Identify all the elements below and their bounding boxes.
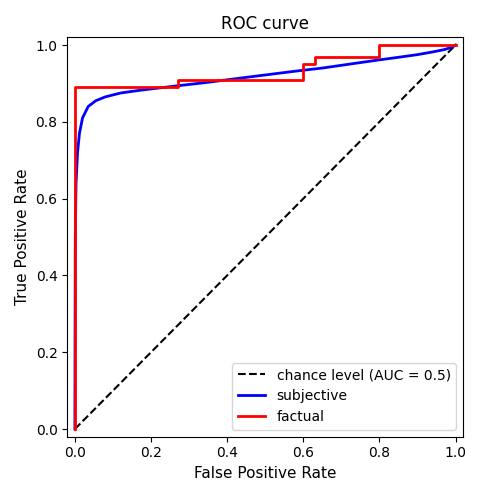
subjective xyxy=(441,47,447,53)
Line: factual: factual xyxy=(75,45,455,429)
subjective xyxy=(137,87,143,93)
subjective xyxy=(72,426,78,432)
factual xyxy=(72,426,78,432)
factual xyxy=(312,61,318,67)
factual xyxy=(175,76,181,82)
factual xyxy=(72,84,78,90)
Title: ROC curve: ROC curve xyxy=(221,15,309,33)
subjective xyxy=(205,79,211,85)
factual xyxy=(72,96,78,102)
subjective xyxy=(179,82,185,88)
subjective xyxy=(346,61,352,67)
factual xyxy=(300,61,306,67)
subjective xyxy=(93,98,99,104)
X-axis label: False Positive Rate: False Positive Rate xyxy=(194,466,336,481)
Y-axis label: True Positive Rate: True Positive Rate xyxy=(15,169,30,306)
subjective xyxy=(118,90,123,96)
subjective xyxy=(262,72,268,78)
subjective xyxy=(453,42,458,48)
subjective xyxy=(232,76,238,82)
subjective xyxy=(72,234,78,240)
subjective xyxy=(80,115,85,121)
subjective xyxy=(293,68,298,74)
subjective xyxy=(75,150,80,156)
subjective xyxy=(373,58,378,63)
subjective xyxy=(449,44,455,50)
factual xyxy=(312,54,318,60)
factual xyxy=(175,84,181,90)
subjective xyxy=(430,49,436,55)
factual xyxy=(403,42,409,48)
factual xyxy=(300,76,306,82)
subjective xyxy=(156,85,161,91)
subjective xyxy=(396,55,402,61)
factual xyxy=(376,54,382,60)
Line: subjective: subjective xyxy=(75,45,455,429)
Legend: chance level (AUC = 0.5), subjective, factual: chance level (AUC = 0.5), subjective, fa… xyxy=(232,363,456,430)
subjective xyxy=(320,65,325,71)
factual xyxy=(453,42,458,48)
subjective xyxy=(103,94,108,100)
subjective xyxy=(415,52,420,58)
factual xyxy=(376,42,382,48)
subjective xyxy=(85,104,91,110)
subjective xyxy=(77,130,82,136)
factual xyxy=(403,42,409,48)
subjective xyxy=(73,180,79,186)
